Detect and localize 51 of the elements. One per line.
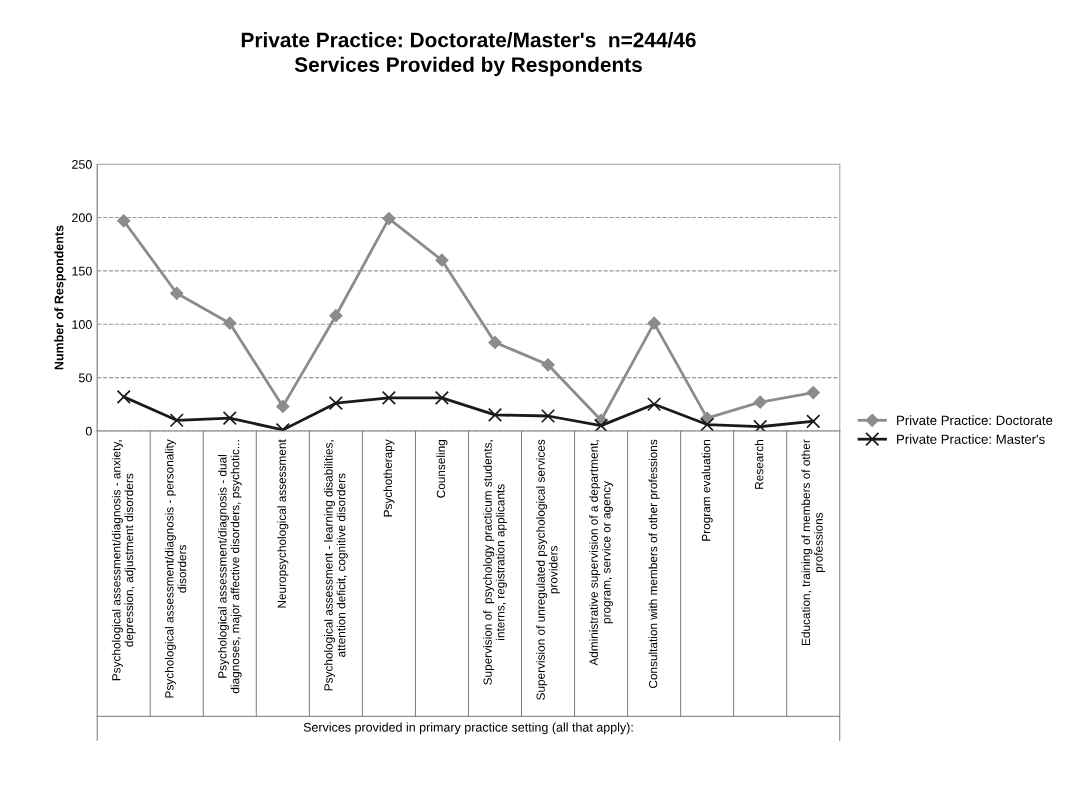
point (170, 286, 184, 300)
x-tick-label: Consultation with members of other professions (648, 439, 660, 688)
point (700, 417, 715, 431)
point (540, 408, 556, 424)
point (435, 253, 449, 267)
x-tick-label: Supervision of psychology practicum students, interns, registration applicants (483, 440, 507, 685)
x-tick-label: Neuropsychological assessment (277, 439, 289, 608)
point (382, 212, 396, 226)
point (381, 390, 396, 405)
point (169, 413, 184, 428)
x-tick-label: Psychological assessment/diagnosis - anxiety, depression, adjustment disorders (111, 440, 136, 681)
point (116, 389, 131, 404)
x-tick-label: Counseling (436, 440, 448, 498)
x-axis-title: Services provided in primary practice setting (all that apply): (303, 722, 633, 735)
x-tick-label: Education, training of members of other professions (801, 439, 826, 645)
point (276, 399, 290, 413)
x-tick-label: Administrative supervision of a department, program, service or agency (589, 440, 613, 666)
chart-subtitle: Services Provided by Respondents (294, 56, 642, 77)
point (806, 414, 821, 429)
y-tick-label: 50 (78, 373, 92, 383)
point (488, 335, 502, 349)
x-tick-label: Supervision of unregulated psychological services providers (536, 439, 560, 700)
point (647, 316, 661, 330)
y-tick-label: 100 (72, 320, 92, 329)
point (647, 397, 662, 412)
point (222, 411, 237, 426)
point (434, 390, 450, 405)
point (593, 418, 609, 431)
point (329, 309, 343, 323)
x-tick-label: Psychological assessment/diagnosis - dual diagnoses, major affective disorders, psychotic... (217, 440, 242, 694)
point (541, 358, 555, 372)
x-tick-label: Psychotherapy (383, 439, 395, 517)
x-tick-label: Research (754, 440, 764, 489)
point (117, 214, 131, 228)
legend-label: Private Practice: Master's (897, 434, 1045, 444)
y-axis-title: Number of Respondents (54, 225, 66, 370)
chart-title: Private Practice: Doctorate/Master's n=244/46 (241, 32, 696, 48)
point (806, 385, 820, 400)
point (328, 396, 343, 411)
point (753, 419, 768, 431)
y-tick-label: 0 (85, 426, 92, 436)
y-tick-label: 250 (72, 160, 92, 169)
point (223, 316, 237, 330)
point (753, 395, 767, 409)
x-tick-label: Psychological assessment - learning disabilities, attention deficit, cognitive disorders (324, 440, 348, 691)
x-tick-label: Psychological assessment/diagnosis - personality disorders (164, 439, 187, 698)
legend-label: Private Practice: Doctorate (897, 415, 1053, 426)
point (487, 407, 503, 423)
x-tick-label: Program evaluation (701, 440, 713, 541)
y-tick-label: 150 (72, 266, 92, 276)
y-tick-label: 200 (72, 213, 92, 223)
